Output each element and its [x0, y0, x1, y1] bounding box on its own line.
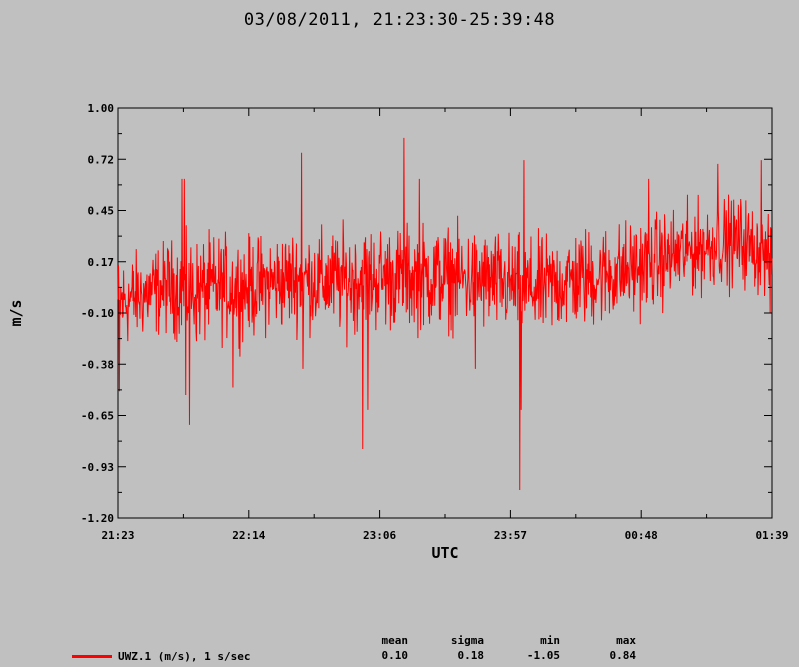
x-tick-label: 23:57 [494, 529, 527, 542]
stat-mean: mean 0.10 [374, 633, 409, 663]
stat-max: max 0.84 [604, 633, 637, 663]
x-tick-label: 23:06 [363, 529, 396, 542]
x-tick-label: 00:48 [625, 529, 658, 542]
stat-header-min: min [540, 634, 560, 647]
x-tick-label: 21:23 [101, 529, 134, 542]
stat-value-max: 0.84 [609, 649, 637, 662]
trace-layer [117, 137, 773, 491]
y-tick-label: -0.10 [81, 307, 114, 320]
y-tick-label: -0.38 [81, 358, 114, 371]
y-tick-label: 0.17 [88, 256, 115, 269]
stat-value-mean: 0.10 [381, 649, 409, 662]
x-tick-label: 01:39 [755, 529, 788, 542]
chart-title: 03/08/2011, 21:23:30-25:39:48 [243, 10, 556, 30]
stat-header-sigma: sigma [450, 634, 484, 647]
legend-line-swatch [72, 654, 112, 658]
stat-sigma: sigma 0.18 [440, 633, 484, 663]
y-tick-label: -0.93 [81, 461, 114, 474]
stat-header-max: max [616, 634, 636, 647]
series-line-uwz1 [117, 137, 773, 491]
y-tick-label: 1.00 [88, 102, 115, 115]
y-tick-label: -1.20 [81, 512, 114, 525]
y-axis-label: m/s [7, 299, 25, 326]
x-tick-label: 22:14 [232, 529, 265, 542]
stat-min: min -1.05 [518, 633, 560, 663]
stat-header-mean: mean [381, 634, 409, 647]
tick-layer [117, 107, 773, 519]
legend-label: UWZ.1 (m/s), 1 s/sec [118, 649, 251, 663]
plot-frame [117, 107, 773, 519]
stat-value-min: -1.05 [526, 649, 560, 662]
legend: UWZ.1 (m/s), 1 s/sec [72, 648, 250, 664]
y-tick-label: 0.45 [88, 205, 115, 218]
y-tick-label: 0.72 [88, 153, 115, 166]
stat-value-sigma: 0.18 [457, 649, 485, 662]
tick-label-layer: 1.00 0.72 0.45 0.17 -0.10 -0.38 -0.65 -0.93 -1.2… [81, 102, 789, 542]
y-tick-label: -0.65 [81, 410, 114, 423]
x-axis-label: UTC [431, 544, 458, 562]
